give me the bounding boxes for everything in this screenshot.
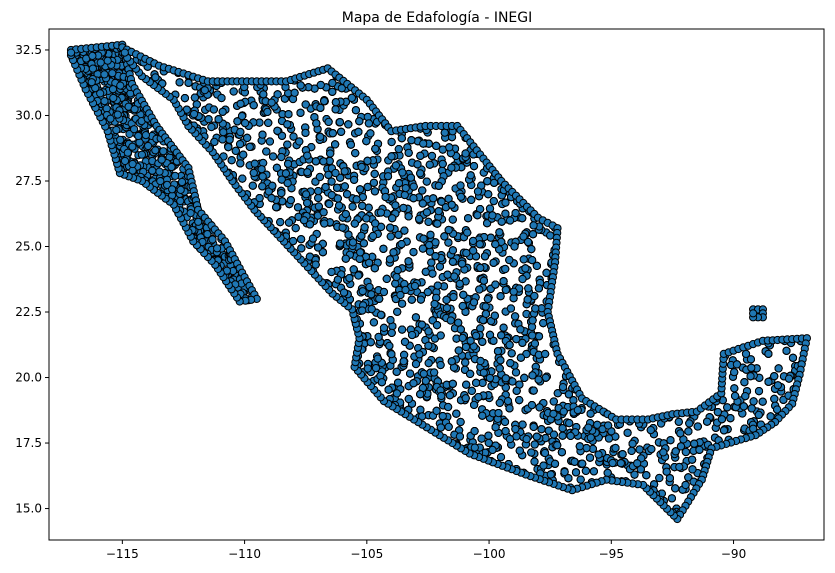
data-point — [163, 180, 172, 189]
data-point — [96, 58, 105, 67]
data-point — [141, 131, 150, 140]
data-point — [130, 105, 139, 114]
data-point — [100, 70, 109, 79]
data-point — [128, 142, 137, 151]
data-point — [137, 150, 146, 159]
data-point — [66, 48, 76, 57]
data-point — [159, 147, 168, 156]
data-point — [151, 146, 160, 155]
data-point — [106, 114, 115, 123]
data-point — [135, 138, 144, 147]
data-point — [148, 166, 157, 175]
data-point — [208, 235, 217, 244]
data-point — [108, 69, 117, 78]
data-point — [186, 209, 195, 218]
data-point — [113, 110, 122, 119]
data-point — [177, 177, 187, 187]
data-point — [112, 125, 121, 135]
data-point — [125, 129, 134, 139]
scatter-points — [66, 40, 812, 524]
data-point — [96, 89, 105, 98]
data-point — [128, 159, 137, 169]
data-point — [88, 51, 97, 61]
data-point — [176, 185, 185, 194]
data-point — [167, 162, 176, 172]
data-point — [155, 167, 164, 176]
data-point — [130, 125, 139, 134]
chart-title: Mapa de Edafología - INEGI — [342, 10, 533, 26]
data-point — [156, 177, 165, 186]
data-point — [116, 81, 125, 90]
data-point — [213, 244, 222, 253]
data-point — [103, 56, 112, 65]
data-point — [116, 135, 125, 144]
data-point — [87, 78, 96, 87]
data-point — [194, 217, 203, 226]
data-point — [108, 85, 118, 94]
data-point — [176, 196, 185, 206]
data-point — [157, 155, 166, 164]
data-point — [171, 171, 180, 180]
data-point — [134, 131, 143, 141]
data-point — [109, 93, 118, 103]
data-point — [168, 185, 177, 194]
data-point — [144, 141, 153, 151]
data-point — [100, 97, 109, 106]
data-point — [120, 156, 130, 166]
data-point — [88, 64, 98, 73]
